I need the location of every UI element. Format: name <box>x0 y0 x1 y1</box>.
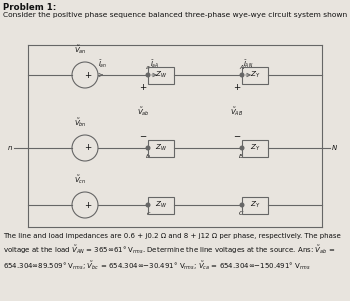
Text: $\bar{I}_{aA}$: $\bar{I}_{aA}$ <box>150 58 159 70</box>
Text: −: − <box>139 131 147 140</box>
Bar <box>148 67 174 83</box>
Text: $\tilde{V}_{bn}$: $\tilde{V}_{bn}$ <box>74 116 87 129</box>
Text: n: n <box>7 145 12 151</box>
Bar <box>148 197 174 213</box>
Circle shape <box>240 73 244 77</box>
Text: a: a <box>146 65 150 70</box>
Circle shape <box>146 73 150 77</box>
Bar <box>242 139 268 157</box>
Text: −: − <box>233 131 241 140</box>
Text: $\tilde{V}_{ab}$: $\tilde{V}_{ab}$ <box>136 105 149 118</box>
Circle shape <box>146 203 150 207</box>
Circle shape <box>146 146 150 150</box>
Bar <box>242 67 268 83</box>
Text: C: C <box>239 211 243 216</box>
Text: N: N <box>332 145 337 151</box>
Text: $\bar{I}_{an}$: $\bar{I}_{an}$ <box>98 58 107 70</box>
Text: b: b <box>146 154 150 159</box>
Text: +: + <box>139 83 147 92</box>
Text: $\tilde{V}_{an}$: $\tilde{V}_{an}$ <box>74 43 87 56</box>
Circle shape <box>240 146 244 150</box>
Text: $Z_Y$: $Z_Y$ <box>250 70 260 80</box>
Text: Consider the positive phase sequence balanced three-phase wye-wye circuit system: Consider the positive phase sequence bal… <box>3 12 350 18</box>
Text: B: B <box>239 154 243 159</box>
Text: +: + <box>84 200 92 209</box>
Text: +: + <box>84 144 92 153</box>
Text: $Z_W$: $Z_W$ <box>155 143 167 153</box>
Text: $Z_W$: $Z_W$ <box>155 200 167 210</box>
Text: $Z_Y$: $Z_Y$ <box>250 200 260 210</box>
Text: $Z_W$: $Z_W$ <box>155 70 167 80</box>
Text: $Z_Y$: $Z_Y$ <box>250 143 260 153</box>
Bar <box>242 197 268 213</box>
Text: +: + <box>233 83 241 92</box>
Text: +: + <box>84 70 92 79</box>
Text: $\tilde{V}_{AB}$: $\tilde{V}_{AB}$ <box>230 105 244 118</box>
Circle shape <box>240 203 244 207</box>
Text: Problem 1:: Problem 1: <box>3 3 56 12</box>
Bar <box>148 139 174 157</box>
Text: $\bar{I}_{AN}$: $\bar{I}_{AN}$ <box>243 58 254 70</box>
Text: $\tilde{V}_{cn}$: $\tilde{V}_{cn}$ <box>74 173 86 186</box>
Text: The line and load impedances are 0.6 + j0.2 Ω and 8 + j12 Ω per phase, respectiv: The line and load impedances are 0.6 + j… <box>3 233 341 272</box>
Text: c: c <box>146 211 150 216</box>
Text: A: A <box>239 65 243 70</box>
